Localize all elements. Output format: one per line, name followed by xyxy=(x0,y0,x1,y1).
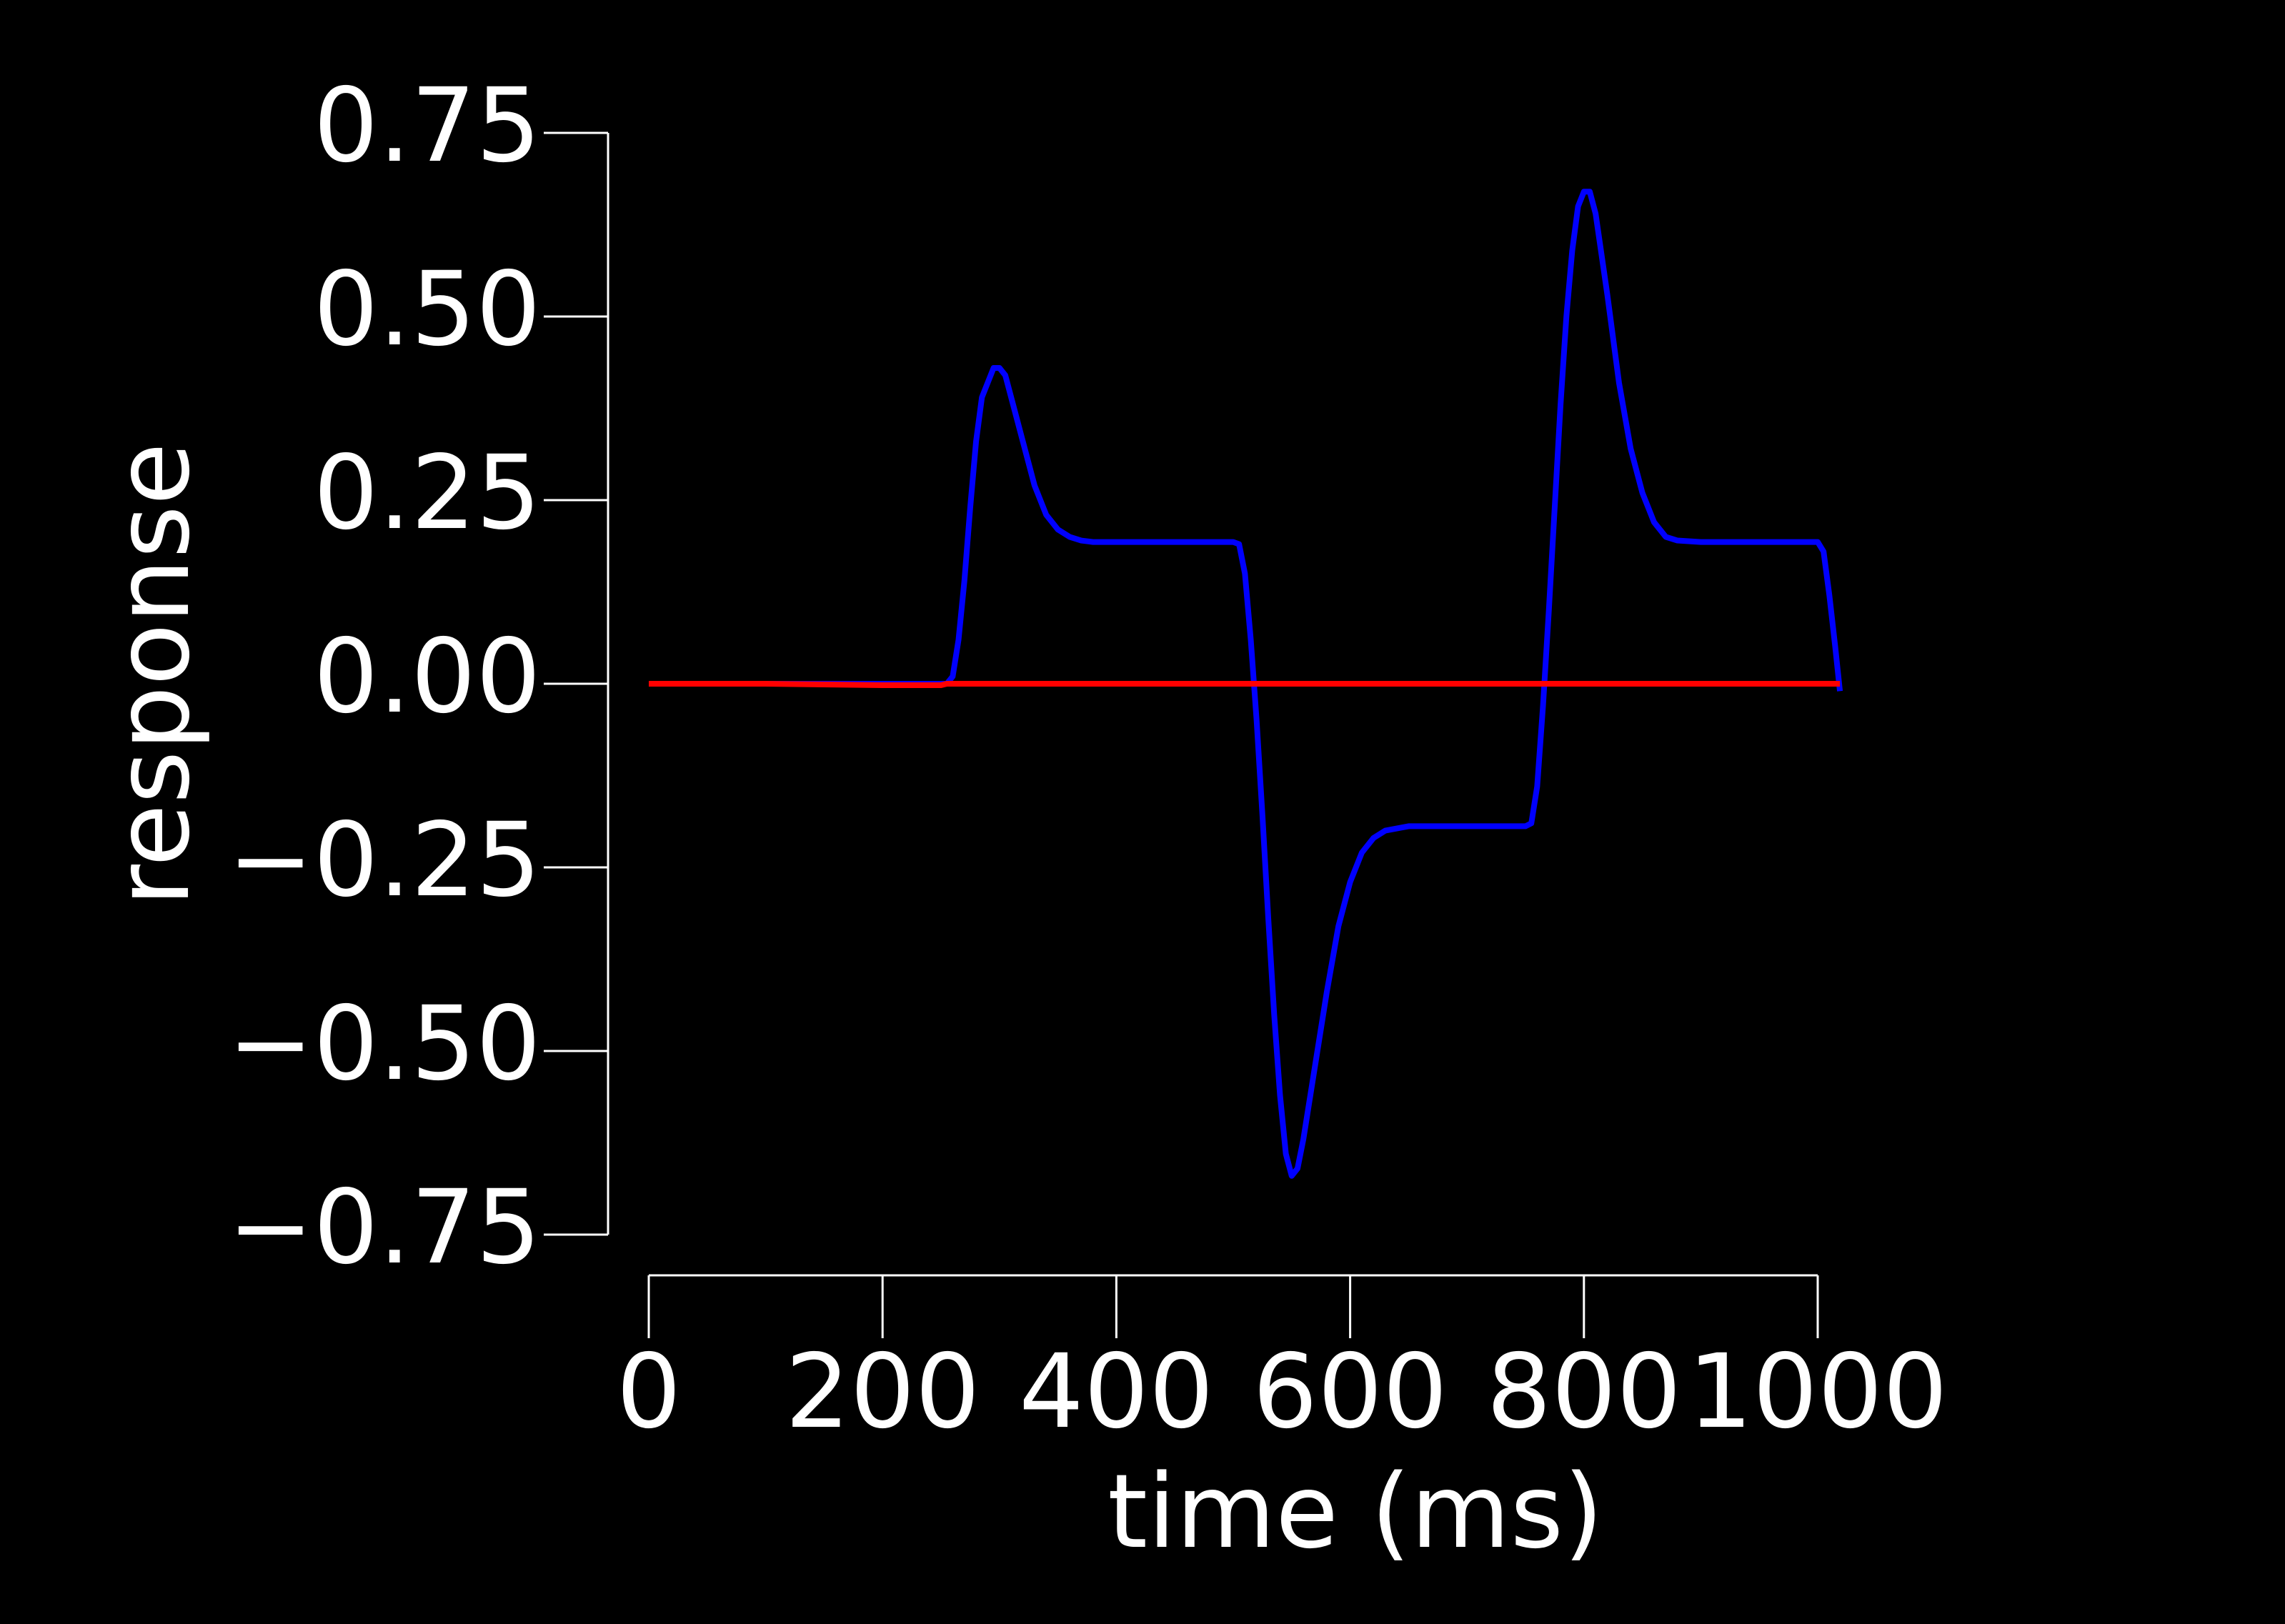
x-tick-label: 400 xyxy=(1019,1332,1214,1451)
x-tick-label: 200 xyxy=(785,1332,980,1451)
y-tick-label: 0.50 xyxy=(314,249,541,369)
y-tick-label: 0.25 xyxy=(314,433,541,552)
x-axis-label: time (ms) xyxy=(1107,1452,1603,1571)
y-tick-label: −0.75 xyxy=(228,1167,541,1287)
x-tick-label: 600 xyxy=(1253,1332,1448,1451)
x-tick-label: 800 xyxy=(1486,1332,1681,1451)
data-line xyxy=(649,681,1841,689)
x-tick-label: 0 xyxy=(617,1332,682,1451)
y-tick-label: −0.25 xyxy=(228,800,541,920)
y-tick-label: 0.75 xyxy=(314,66,541,185)
x-tick-label: 1000 xyxy=(1688,1332,1948,1451)
y-tick-label: 0.00 xyxy=(314,617,541,736)
y-tick-label: −0.50 xyxy=(228,984,541,1103)
data-line xyxy=(649,189,1843,1179)
y-axis-label: response xyxy=(93,442,212,907)
